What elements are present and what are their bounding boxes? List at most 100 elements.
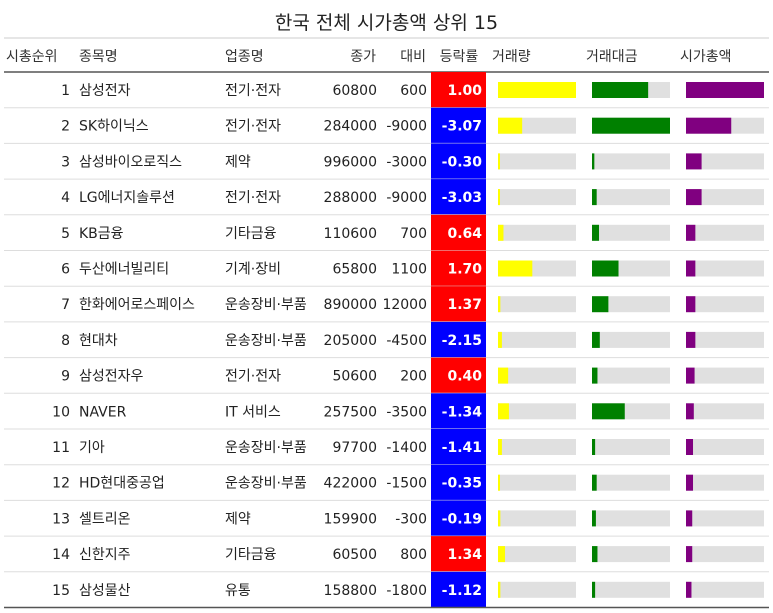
header-sector: 업종명 [225,49,264,65]
pct-value: -3.07 [442,119,482,135]
close-cell: 890000 [324,297,377,313]
name-cell: 기아 [79,440,105,456]
pct-cell [431,571,486,608]
market-cap-bar [686,296,696,313]
pct-value: 1.00 [447,83,482,99]
name-cell: 현대차 [79,333,118,349]
rank-cell: 13 [52,511,70,527]
sector-cell: 기타금융 [225,226,277,242]
pct-cell [431,464,486,501]
market-cap-bar-track [686,189,764,206]
sector-cell: 기계·장비 [225,262,281,278]
change-cell: -4500 [386,333,427,349]
market-cap-bar-track [686,296,764,313]
volume-bar [498,153,500,170]
trade-value-bar-track [592,439,670,455]
rank-cell: 4 [61,190,70,206]
change-cell: 1100 [391,262,427,278]
name-cell: 셀트리온 [79,511,131,527]
market-cap-bar-track [686,260,764,277]
volume-bar-track [498,331,576,348]
name-cell: 신한지주 [79,547,131,563]
close-cell: 65800 [332,262,377,278]
market-cap-bar [686,403,694,420]
close-cell: 110600 [324,226,377,242]
trade-value-bar-track [592,224,670,241]
trade-value-bar [592,474,597,491]
header-name: 종목명 [79,49,118,65]
pct-cell [431,250,486,287]
market-cap-bar [686,153,702,170]
pct-cell [431,107,486,144]
volume-bar-track [498,189,576,206]
trade-value-bar [592,581,596,598]
pct-value: 0.64 [447,226,482,242]
sector-cell: 전기·전자 [225,119,281,135]
pct-value: 0.40 [447,369,482,385]
trade-value-bar-track [592,296,670,313]
name-cell: LG에너지솔루션 [79,190,175,206]
change-cell: 600 [400,83,427,99]
trade-value-bar [592,224,600,241]
volume-bar-track [498,224,576,241]
trade-value-bar [592,153,595,170]
change-cell: -1500 [386,476,427,492]
pct-cell [431,393,486,429]
pct-cell [431,357,486,394]
rank-cell: 1 [61,83,70,99]
market-cap-bar-track [686,510,764,527]
volume-bar-track [498,510,576,527]
trade-value-bar-track [592,153,670,170]
rank-cell: 8 [61,333,70,349]
rank-cell: 14 [52,547,70,563]
trade-value-bar-track [592,581,670,598]
pct-cell [431,286,486,322]
close-cell: 205000 [324,333,377,349]
pct-value: -1.12 [442,583,482,599]
sector-cell: 전기·전자 [225,369,281,385]
volume-bar [498,581,501,598]
market-cap-bar [686,260,696,277]
sector-cell: 전기·전자 [225,83,281,99]
pct-value: -1.34 [442,404,483,420]
rank-cell: 2 [61,119,70,135]
pct-cell [431,536,486,572]
header-volume: 거래량 [492,49,531,65]
header-change: 대비 [400,49,426,65]
close-cell: 288000 [324,190,377,206]
volume-bar-track [498,403,576,420]
pct-cell [431,321,486,358]
volume-bar-track [498,296,576,313]
close-cell: 60500 [332,547,377,563]
volume-bar [498,367,509,384]
market-cap-bar [686,189,702,206]
change-cell: -3000 [386,154,427,170]
name-cell: 한화에어로스페이스 [79,297,195,313]
market-cap-bar-track [686,331,764,348]
name-cell: NAVER [79,404,127,420]
close-cell: 60800 [332,83,377,99]
name-cell: HD현대중공업 [79,476,165,492]
change-cell: 200 [400,369,427,385]
market-cap-bar [686,510,693,527]
rank-cell: 5 [61,226,70,242]
volume-bar [498,117,523,134]
volume-bar [498,260,533,277]
volume-bar [498,331,502,348]
rank-cell: 3 [61,154,70,170]
name-cell: 삼성전자 [79,83,131,99]
volume-bar [498,403,509,420]
pct-cell [431,179,486,215]
volume-bar [498,546,506,563]
volume-bar [498,474,500,491]
market-cap-bar-track [686,403,764,420]
name-cell: 삼성바이오로직스 [79,154,182,170]
volume-bar [498,510,501,527]
rank-cell: 11 [52,440,70,456]
trade-value-bar-track [592,546,670,563]
volume-bar-track [498,546,576,563]
market-cap-bar [686,546,693,563]
change-cell: -9000 [386,119,427,135]
market-cap-bar-track [686,474,764,491]
market-cap-bar [686,439,694,455]
